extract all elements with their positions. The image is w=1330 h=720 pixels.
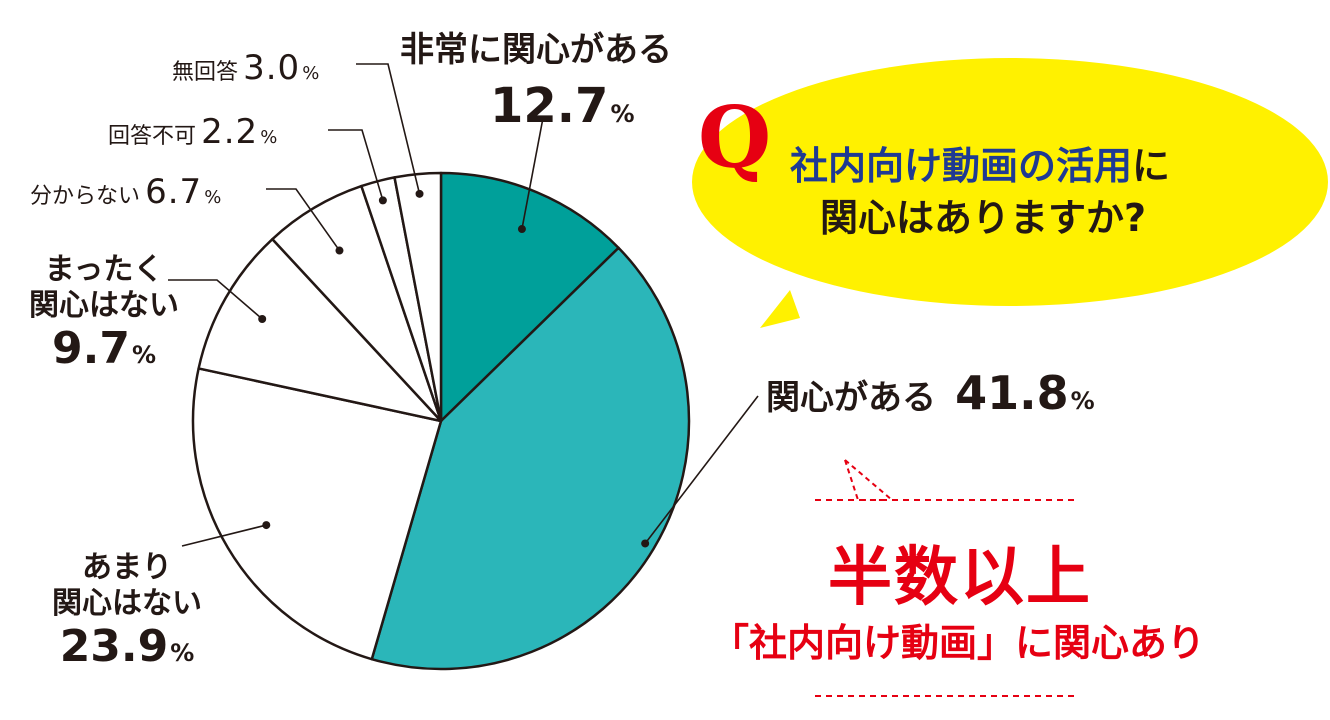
slice-label-unable-to-answer: 回答不可 2.2% [108, 112, 277, 152]
pie-slice-not-very-interested [191, 367, 443, 661]
pie-slice-very-interested [439, 171, 620, 423]
slice-value-number: 9.7 [52, 323, 130, 374]
bubble-body [692, 58, 1328, 306]
pie-slice-no-answer [393, 171, 443, 423]
percent-unit: % [1070, 387, 1095, 415]
leader-line-not-very-interested [181, 524, 267, 547]
conclusion-subline: 「社内向け動画」に関心あり [710, 621, 1205, 665]
slice-value-number: 2.2 [201, 112, 259, 152]
slice-label-line2: 関心はない [29, 288, 179, 323]
leader-line-no-answer [356, 63, 421, 195]
pie-slice-not-at-all-interested [197, 237, 443, 423]
conclusion-pointer-2 [844, 459, 893, 501]
slice-label-line1: あまり [82, 550, 172, 585]
question-bubble [692, 58, 1328, 328]
slice-value-number: 12.7 [490, 78, 609, 134]
question-rest: に [1132, 144, 1171, 188]
bubble-tail [760, 290, 800, 328]
slice-value-number: 41.8 [955, 366, 1069, 420]
question-highlight: 社内向け動画の活用 [790, 144, 1133, 188]
percent-unit: % [170, 639, 195, 667]
conclusion-pointer [844, 459, 885, 501]
slice-label-not-at-all-interested: まったく 関心はない 9.7% [14, 252, 194, 383]
question-text: 社内向け動画の活用に 関心はありますか? [790, 140, 1260, 244]
leader-line-unable-to-answer [328, 129, 384, 201]
slice-value-number: 23.9 [59, 621, 169, 672]
leader-line-dont-know [266, 188, 341, 252]
slice-value-number: 6.7 [145, 172, 203, 212]
conclusion-headline: 半数以上 [828, 541, 1092, 615]
percent-unit: % [131, 341, 156, 369]
slice-label-not-very-interested: あまり 関心はない 23.9% [32, 550, 222, 681]
percent-unit: % [204, 187, 222, 208]
slice-label-text: 分からない [30, 184, 141, 209]
slice-label-no-answer: 無回答 3.0% [172, 48, 319, 88]
slice-label-line1: まったく [44, 252, 164, 287]
conclusion-decoration [815, 459, 1075, 697]
question-q-mark: Q [698, 88, 772, 187]
pie-slice-interested [370, 246, 691, 671]
slice-value-very-interested: 12.7% [490, 78, 634, 134]
slice-label-line2: 関心はない [52, 586, 202, 621]
leader-line-very-interested [521, 117, 544, 230]
percent-unit: % [610, 100, 635, 128]
leader-line-interested [644, 395, 759, 544]
leader-line-not-at-all-interested [168, 279, 263, 320]
slice-label-very-interested: 非常に関心がある [400, 30, 672, 70]
leader-lines [168, 63, 759, 548]
slice-label-text: 無回答 [172, 60, 239, 85]
slice-label-text: 回答不可 [108, 124, 197, 149]
slice-label-interested: 関心がある 41.8% [766, 366, 1095, 420]
slice-label-text: 関心がある [766, 378, 936, 418]
percent-unit: % [302, 63, 320, 84]
slice-label-dont-know: 分からない 6.7% [30, 172, 221, 212]
question-line2: 関心はありますか? [820, 196, 1147, 240]
slice-value-number: 3.0 [243, 48, 301, 88]
percent-unit: % [260, 127, 278, 148]
pie-slices [191, 171, 691, 671]
